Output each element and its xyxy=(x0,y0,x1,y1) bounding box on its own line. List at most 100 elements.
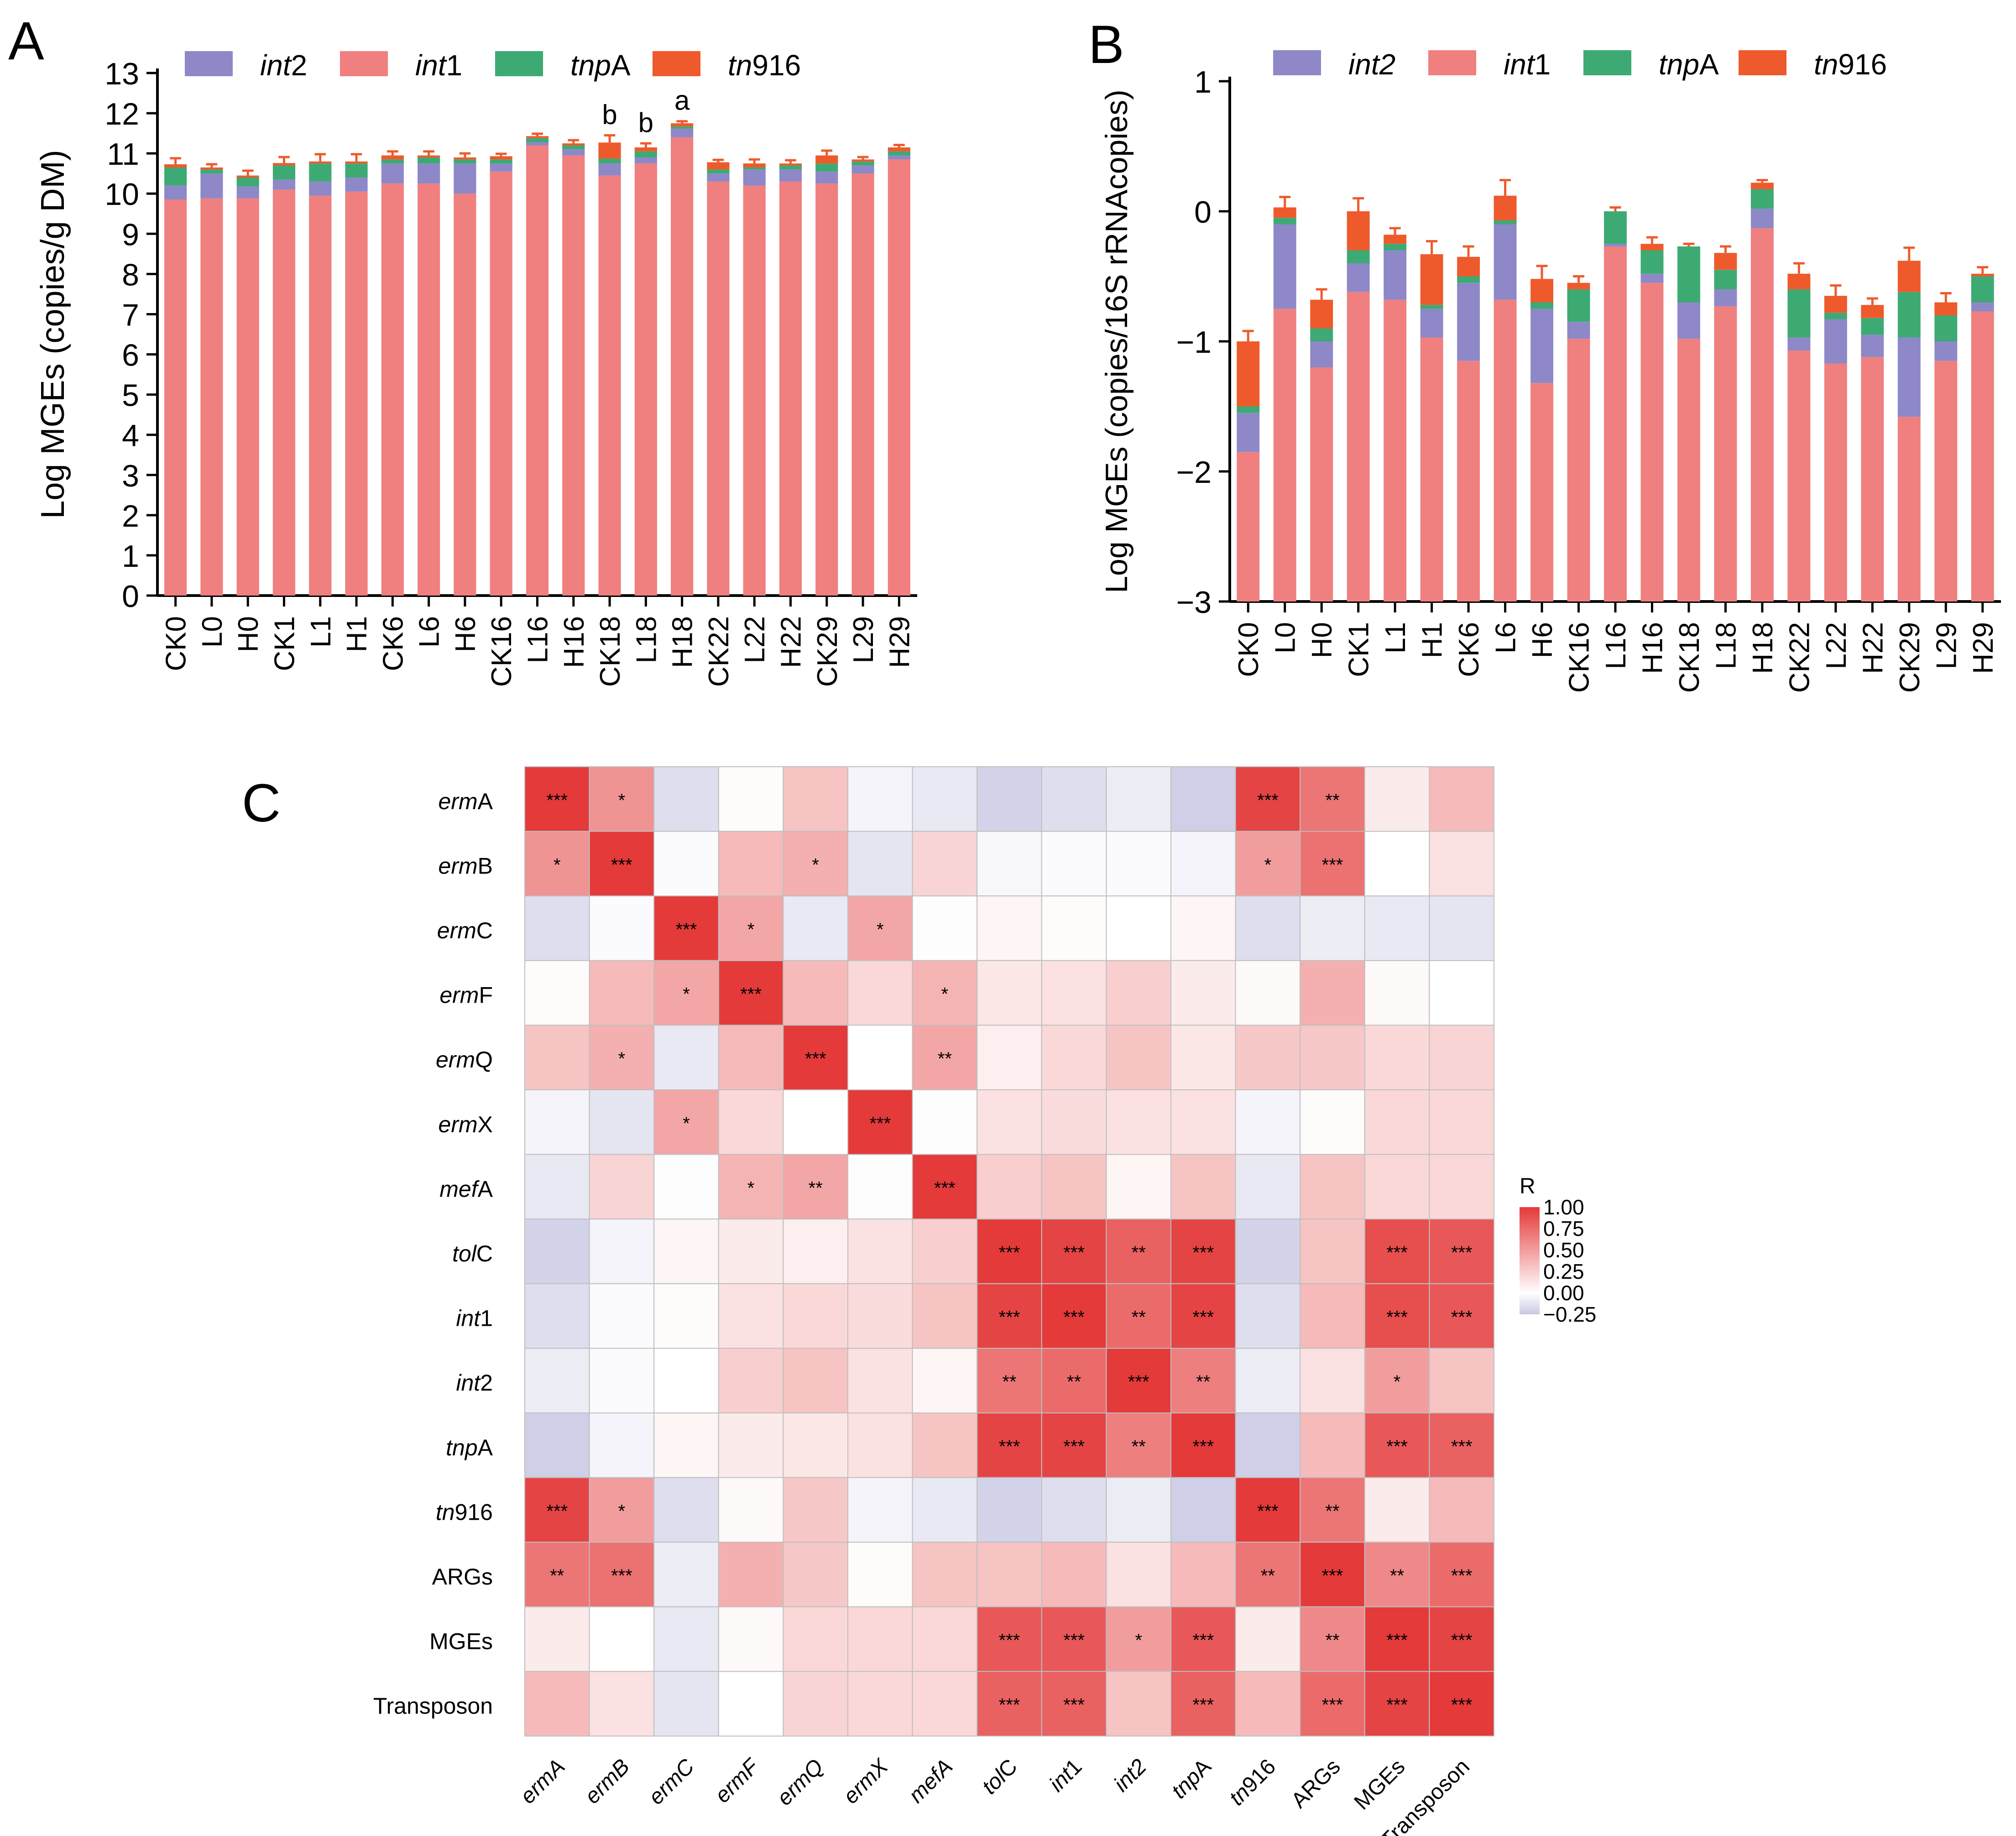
heatmap-cell xyxy=(524,1348,590,1413)
heatmap-cell xyxy=(912,1089,978,1155)
x-tick-label: CK6 xyxy=(1453,622,1485,677)
heatmap-cell xyxy=(783,766,849,832)
significance-stars: *** xyxy=(999,1243,1020,1263)
significance-stars: *** xyxy=(999,1437,1020,1457)
column-label: tn916 xyxy=(1225,1754,1280,1810)
heatmap-cell xyxy=(1041,1412,1107,1478)
bar-segment-tnpA xyxy=(743,167,766,170)
heatmap-cell xyxy=(1429,960,1494,1026)
y-tick-label: 12 xyxy=(104,97,139,131)
legend-label: int1 xyxy=(415,49,462,82)
bar-segment-tn916 xyxy=(1384,235,1407,244)
bar-segment-tn916 xyxy=(164,164,187,167)
legend-label: int2 xyxy=(260,49,307,82)
bar-segment-int1 xyxy=(418,183,440,596)
bar-segment-int1 xyxy=(1530,383,1553,602)
heatmap-cell xyxy=(977,1477,1042,1543)
heatmap-cell xyxy=(912,1283,978,1349)
x-tick-label: H0 xyxy=(233,616,264,652)
heatmap-cell xyxy=(1300,1283,1365,1349)
bar-segment-int1 xyxy=(1971,311,1994,602)
significance-stars: * xyxy=(812,855,819,875)
bar-segment-int1 xyxy=(454,194,476,596)
x-tick-label: L6 xyxy=(414,616,445,648)
significance-stars: *** xyxy=(1192,1437,1214,1457)
heatmap-cell xyxy=(589,960,655,1026)
heatmap-cell xyxy=(847,766,913,832)
heatmap-cell xyxy=(524,831,590,897)
heatmap-cell xyxy=(912,1348,978,1413)
heatmap-cell xyxy=(1364,1089,1430,1155)
x-tick-label: CK29 xyxy=(812,616,843,687)
x-tick-label: H16 xyxy=(1637,622,1668,674)
heatmap-cell xyxy=(912,1542,978,1607)
x-tick-label: L29 xyxy=(848,616,879,663)
bar-segment-int2 xyxy=(1604,244,1627,246)
column-label: ermA xyxy=(516,1754,570,1809)
heatmap-cell xyxy=(1041,766,1107,832)
x-tick-label: CK6 xyxy=(377,616,409,671)
bar-segment-int2 xyxy=(526,142,549,146)
heatmap-cell xyxy=(912,1671,978,1737)
legend-label: tnpA xyxy=(1659,48,1719,81)
heatmap-cell xyxy=(1235,1412,1301,1478)
x-tick-label: H18 xyxy=(1747,622,1779,674)
bar-segment-tn916 xyxy=(381,155,404,160)
colorbar-tick-label: −0.25 xyxy=(1543,1302,1596,1326)
bar-segment-int2 xyxy=(1750,209,1774,229)
heatmap-cell xyxy=(1041,1671,1107,1737)
bar-segment-int2 xyxy=(707,173,730,182)
heatmap-cell xyxy=(783,895,849,961)
bar-segment-int2 xyxy=(164,185,187,200)
bar-segment-int2 xyxy=(1457,282,1480,361)
bar-segment-int1 xyxy=(1310,367,1333,602)
y-tick-label: 13 xyxy=(104,57,139,91)
bar-segment-int1 xyxy=(1750,228,1774,602)
legend-swatch xyxy=(1739,50,1786,75)
heatmap-cell xyxy=(653,1154,719,1220)
legend-label: int2 xyxy=(1348,48,1395,81)
bar-segment-tnpA xyxy=(526,138,549,142)
column-label: int2 xyxy=(1109,1754,1151,1796)
heatmap-cell xyxy=(1170,1477,1236,1543)
heatmap-cell xyxy=(1364,1219,1430,1284)
heatmap-cell xyxy=(1429,1219,1494,1284)
heatmap-cell xyxy=(1170,1154,1236,1220)
heatmap-cell xyxy=(653,895,719,961)
heatmap-cell xyxy=(1235,1542,1301,1607)
bar-segment-int2 xyxy=(1494,224,1517,300)
heatmap-cell xyxy=(1364,1542,1430,1607)
heatmap-cell xyxy=(524,1154,590,1220)
heatmap-cell xyxy=(912,831,978,897)
significance-stars: *** xyxy=(1063,1437,1085,1457)
significance-stars: ** xyxy=(1132,1437,1146,1457)
heatmap-cell xyxy=(524,1219,590,1284)
row-label: tn916 xyxy=(436,1499,493,1525)
bar-segment-int1 xyxy=(562,155,585,596)
significance-stars: * xyxy=(747,1178,755,1198)
heatmap-cell xyxy=(653,1025,719,1090)
row-label: ermF xyxy=(439,983,493,1008)
heatmap-cell xyxy=(1300,1025,1365,1090)
x-tick-label: L16 xyxy=(522,616,554,663)
bar-segment-int2 xyxy=(1824,319,1847,364)
heatmap-cell xyxy=(1429,766,1494,832)
heatmap-cell xyxy=(653,1606,719,1672)
significance-stars: ** xyxy=(809,1178,823,1198)
bar-segment-int2 xyxy=(851,165,874,174)
heatmap-cell xyxy=(1364,1025,1430,1090)
x-tick-label: L22 xyxy=(1821,622,1852,669)
heatmap-cell xyxy=(1235,1348,1301,1413)
heatmap-cell xyxy=(1170,1348,1236,1413)
legend-swatch xyxy=(1583,50,1631,75)
bar-segment-tn916 xyxy=(634,147,657,152)
heatmap-cell xyxy=(589,1606,655,1672)
significance-stars: *** xyxy=(1386,1437,1408,1457)
heatmap-cell xyxy=(783,1089,849,1155)
heatmap-cell xyxy=(1300,766,1365,832)
heatmap-cell xyxy=(1300,1089,1365,1155)
heatmap-cell xyxy=(1429,1542,1494,1607)
x-tick-label: CK18 xyxy=(1674,622,1705,693)
bar-segment-tn916 xyxy=(671,123,694,127)
significance-stars: * xyxy=(1394,1372,1401,1392)
